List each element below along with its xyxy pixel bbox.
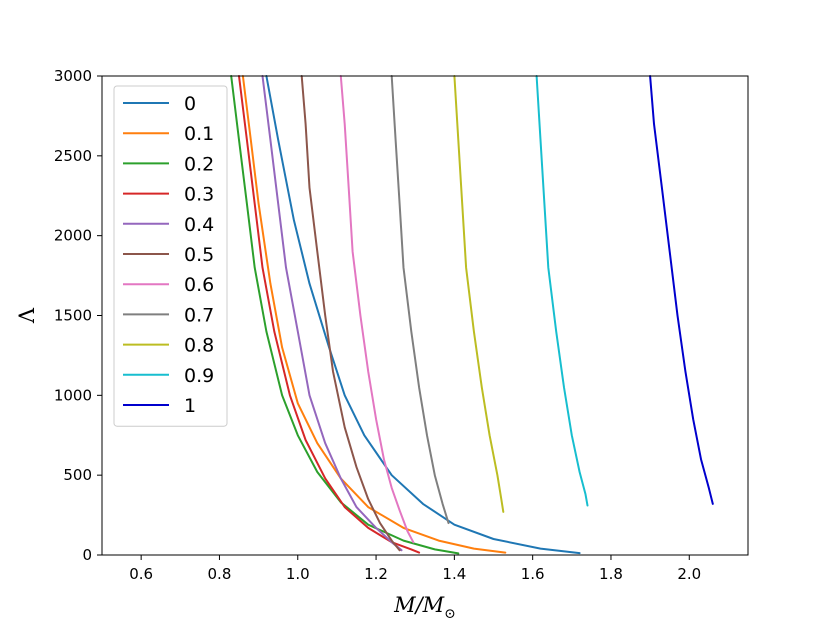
x-tick-label: 1.6	[521, 565, 545, 583]
x-axis-ticks: 0.6 0.8 1.0 1.2 1.4 1.6 1.8 2.0	[129, 555, 701, 583]
legend-label: 0.6	[184, 274, 214, 296]
series-line-0.9	[535, 75, 589, 507]
x-tick-label: 2.0	[677, 565, 701, 583]
y-tick-label: 3000	[54, 67, 92, 85]
series-line-0.7	[390, 75, 450, 525]
y-tick-label: 2500	[54, 147, 92, 165]
legend-label: 0.4	[184, 214, 214, 236]
legend-label: 0.8	[184, 335, 214, 357]
y-tick-label: 2000	[54, 227, 92, 245]
y-tick-label: 500	[63, 466, 92, 484]
series-line-0.1	[241, 75, 507, 554]
x-tick-label: 0.8	[208, 565, 232, 583]
series-line-0.3	[238, 75, 421, 554]
legend-label: 0.5	[184, 244, 214, 266]
x-axis-label: M/M⊙	[393, 593, 456, 622]
series-line-0.4	[261, 75, 403, 552]
x-tick-label: 1.8	[599, 565, 623, 583]
y-axis-label: Λ	[15, 307, 39, 324]
x-tick-label: 0.6	[129, 565, 153, 583]
legend-label: 0	[184, 93, 196, 115]
series-line-0.8	[453, 75, 505, 513]
legend-label: 0.3	[184, 184, 214, 206]
legend-label: 0.9	[184, 365, 214, 387]
series-line-1	[649, 75, 714, 505]
y-tick-label: 0	[82, 546, 92, 564]
legend-label: 1	[184, 395, 196, 417]
x-tick-label: 1.0	[286, 565, 310, 583]
x-tick-label: 1.2	[364, 565, 388, 583]
legend-label: 0.1	[184, 123, 214, 145]
legend-box	[113, 85, 228, 427]
legend-label: 0.2	[184, 153, 214, 175]
legend: 0 0.1 0.2 0.3 0.4 0.5 0.6 0.7 0.8 0.9 1	[113, 85, 228, 427]
y-tick-label: 1000	[54, 386, 92, 404]
y-tick-label: 1500	[54, 307, 92, 325]
series-line-0.5	[300, 75, 401, 552]
series-line-0.2	[230, 75, 460, 555]
plot-lines	[230, 75, 714, 555]
y-axis-ticks: 0 500 1000 1500 2000 2500 3000	[54, 67, 102, 564]
series-line-0.6	[339, 75, 415, 544]
x-tick-label: 1.4	[442, 565, 466, 583]
legend-label: 0.7	[184, 304, 214, 326]
series-line-0	[265, 75, 581, 555]
